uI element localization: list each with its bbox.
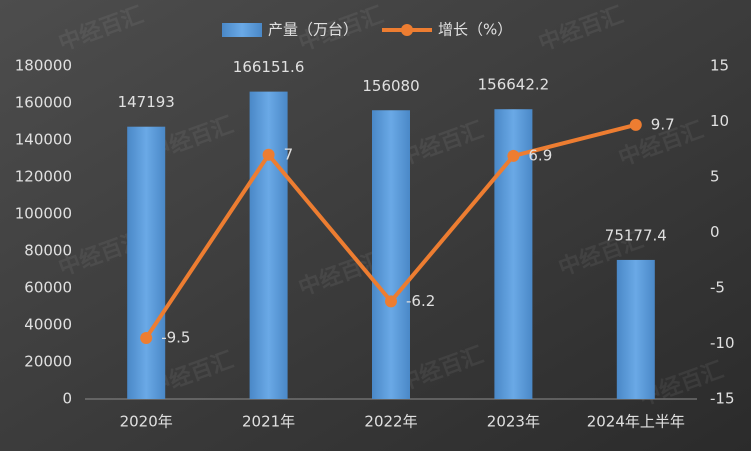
y-tick-label: 80000 xyxy=(24,242,72,260)
y-tick-label: 40000 xyxy=(24,316,72,334)
legend-swatch xyxy=(401,24,413,36)
x-tick-label: 2021年 xyxy=(242,413,295,431)
y-tick-label: 120000 xyxy=(15,168,72,186)
line-marker xyxy=(385,295,397,308)
y2-tick-label: 0 xyxy=(710,223,720,241)
y2-tick-label: 15 xyxy=(710,57,729,75)
y2-tick-label: 5 xyxy=(710,168,720,186)
line-value-label: -6.2 xyxy=(406,292,435,310)
bar xyxy=(127,126,166,400)
y2-tick-label: -10 xyxy=(710,334,735,352)
y2-tick-label: 10 xyxy=(710,112,729,130)
y-tick-label: 160000 xyxy=(15,94,72,112)
legend-swatch xyxy=(222,23,262,37)
bar xyxy=(249,91,288,399)
x-tick-label: 2023年 xyxy=(487,413,540,431)
x-tick-label: 2022年 xyxy=(364,413,417,431)
legend-label: 产量（万台） xyxy=(268,21,358,39)
bar-value-label: 156080 xyxy=(362,77,419,95)
line-value-label: 6.9 xyxy=(528,146,552,164)
y2-tick-label: -15 xyxy=(710,390,735,408)
line-marker xyxy=(507,149,520,162)
y-tick-label: 20000 xyxy=(24,353,72,371)
line-marker xyxy=(262,148,275,161)
bar-value-label: 156642.2 xyxy=(478,76,550,94)
line-value-label: 9.7 xyxy=(651,115,675,133)
bar-value-label: 75177.4 xyxy=(605,226,667,244)
line-value-label: -9.5 xyxy=(161,328,190,346)
y-tick-label: 0 xyxy=(62,390,72,408)
y-tick-label: 180000 xyxy=(15,57,72,75)
bar-value-label: 166151.6 xyxy=(233,58,305,76)
legend-label: 增长（%） xyxy=(438,21,512,39)
line-marker xyxy=(629,118,642,131)
line-marker xyxy=(140,331,153,344)
x-tick-label: 2024年上半年 xyxy=(587,413,685,431)
bar xyxy=(372,110,410,399)
bar xyxy=(616,259,655,399)
x-tick-label: 2020年 xyxy=(120,413,173,431)
bar-value-label: 147193 xyxy=(118,93,175,111)
y-tick-label: 60000 xyxy=(24,279,72,297)
y-tick-label: 100000 xyxy=(15,205,72,223)
y-tick-label: 140000 xyxy=(15,131,72,149)
line-value-label: 7 xyxy=(284,145,294,163)
y2-tick-label: -5 xyxy=(710,279,725,297)
